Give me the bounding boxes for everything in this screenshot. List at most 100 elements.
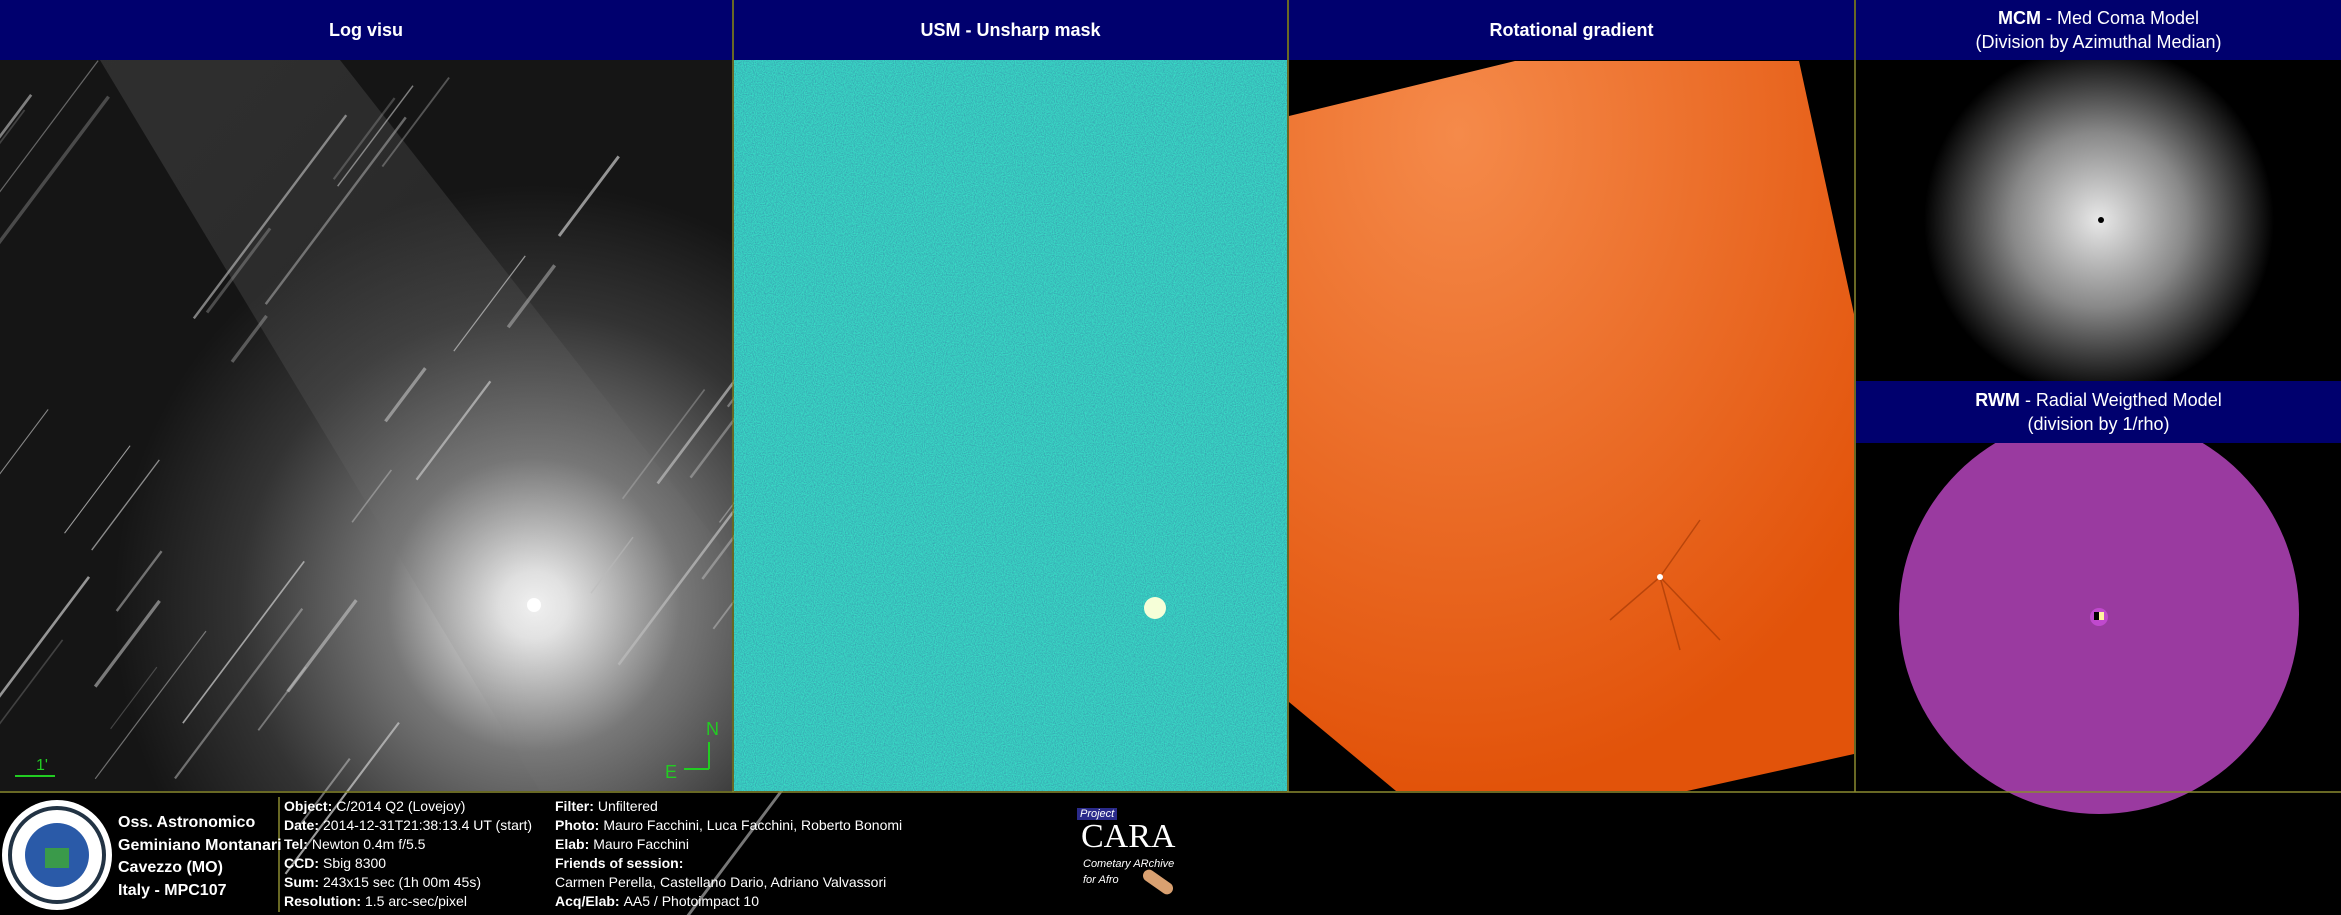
star-trail (93, 599, 161, 688)
info-value: Sbig 8300 (323, 855, 387, 871)
info-value: 1.5 arc-sec/pixel (365, 893, 467, 909)
cara-logo: Project CARA Cometary ARchive for Afro (1077, 806, 1197, 902)
info-left: Object: C/2014 Q2 (Lovejoy) Date: 2014-12-3… (284, 797, 532, 911)
info-label: Friends of session: (555, 855, 684, 871)
info-row: Date: 2014-12-31T21:38:13.4 UT (start) (284, 816, 532, 835)
info-label: CCD: (284, 855, 319, 871)
info-row: CCD: Sbig 8300 (284, 854, 532, 873)
star-trail (205, 227, 272, 314)
info-row: Object: C/2014 Q2 (Lovejoy) (284, 797, 532, 816)
info-row: Carmen Perella, Castellano Dario, Adrian… (555, 873, 902, 892)
panel-subtitle: (division by 1/rho) (2027, 414, 2170, 434)
usm-image (734, 60, 1287, 791)
info-label: Resolution: (284, 893, 361, 909)
usm-nucleus (1144, 597, 1166, 619)
info-label: Tel: (284, 836, 308, 852)
star-trail (590, 536, 634, 594)
info-value: Unfiltered (597, 798, 658, 814)
info-value: Carmen Perella, Castellano Dario, Adrian… (555, 874, 887, 890)
panel-title: Rotational gradient (1489, 20, 1654, 40)
rg-nucleus (1657, 574, 1663, 580)
info-row: Filter: Unfiltered (555, 797, 902, 816)
observatory-line: Geminiano Montanari (118, 836, 282, 854)
star-trail (381, 77, 450, 168)
star-trail (337, 85, 414, 187)
panel-title-bold: RWM (1975, 390, 2020, 410)
seal-emblem (45, 848, 69, 868)
info-row: Sum: 243x15 sec (1h 00m 45s) (284, 873, 532, 892)
star-trail (415, 380, 492, 481)
observatory-line: Italy - MPC107 (118, 881, 227, 899)
rwm-bright (2099, 612, 2104, 620)
logo-line2: for Afro (1083, 874, 1119, 886)
info-label: Date: (284, 817, 320, 833)
panel-title-row: MCM - Med Coma Model (1856, 6, 2341, 30)
panel-subtitle: (Division by Azimuthal Median) (1975, 32, 2222, 52)
observatory-line: Oss. Astronomico (118, 814, 256, 831)
mcm-nucleus (2098, 217, 2104, 223)
scale-label: 1' (36, 757, 48, 774)
info-value: Mauro Facchini, Luca Facchini, Roberto B… (603, 817, 903, 833)
panel-header: Log visu (0, 0, 732, 60)
info-value: Newton 0.4m f/5.5 (311, 836, 426, 852)
info-label: Elab: (555, 836, 590, 852)
rotational-gradient-image (1289, 61, 1854, 791)
logo-line1: Cometary ARchive (1083, 858, 1175, 870)
star-trail (384, 367, 427, 423)
star-trail (351, 469, 393, 523)
nucleus (527, 598, 541, 612)
star-trail (0, 639, 64, 725)
info-value: AA5 / Photoimpact 10 (623, 893, 759, 909)
star-trail (0, 60, 99, 193)
info-value: 2014-12-31T21:38:13.4 UT (start) (323, 817, 533, 833)
panel-title: - Med Coma Model (2045, 8, 2200, 28)
info-label: Acq/Elab: (555, 893, 620, 909)
star-trail (94, 630, 207, 780)
logo-name: CARA (1081, 818, 1176, 855)
star-trail (115, 550, 163, 612)
info-right: Filter: Unfiltered Photo: Mauro Facchini, L… (555, 797, 902, 911)
info-label: Sum: (284, 874, 319, 890)
star-trail (174, 608, 304, 780)
star-trail (0, 109, 26, 145)
info-row: Friends of session: (555, 854, 902, 873)
observatory: Oss. Astronomico Geminiano Montanari Cavez… (118, 812, 282, 902)
star-trail (0, 95, 110, 245)
info-label: Object: (284, 798, 333, 814)
info-label: Filter: (555, 798, 594, 814)
star-trail (0, 409, 49, 475)
star-trail (506, 264, 557, 329)
star-trail (0, 576, 91, 698)
panel-header: USM - Unsharp mask (734, 0, 1287, 60)
info-row: Photo: Mauro Facchini, Luca Facchini, Rob… (555, 816, 902, 835)
compass-n: N (706, 719, 719, 739)
star-trail (192, 114, 348, 320)
info-value: Mauro Facchini (593, 836, 689, 852)
star-trail (110, 666, 158, 730)
star-trail (284, 721, 400, 875)
panel-title: Log visu (328, 20, 403, 40)
star-trail (264, 116, 407, 305)
comet-tail (100, 60, 732, 791)
panel-title-row: RWM - Radial Weigthed Model (1856, 388, 2341, 412)
star-trail (0, 94, 33, 139)
panel-header: MCM - Med Coma Model (Division by Azimuth… (1856, 0, 2341, 60)
star-trail (230, 314, 268, 363)
jets (1609, 519, 1721, 651)
rwm-dark (2094, 612, 2099, 620)
star-trail (64, 445, 131, 534)
compass-e: E (665, 762, 677, 782)
panel-title-bold: MCM (1997, 8, 2041, 28)
info-row: Tel: Newton 0.4m f/5.5 (284, 835, 532, 854)
logo-comet (1140, 867, 1176, 897)
star-trail (182, 560, 305, 724)
info-value: 243x15 sec (1h 00m 45s) (323, 874, 481, 890)
info-row: Acq/Elab: AA5 / Photoimpact 10 (555, 892, 902, 911)
info-value: C/2014 Q2 (Lovejoy) (336, 798, 466, 814)
observatory-line: Cavezzo (MO) (118, 859, 223, 876)
star-trail (453, 255, 526, 352)
star-trail (621, 388, 706, 500)
